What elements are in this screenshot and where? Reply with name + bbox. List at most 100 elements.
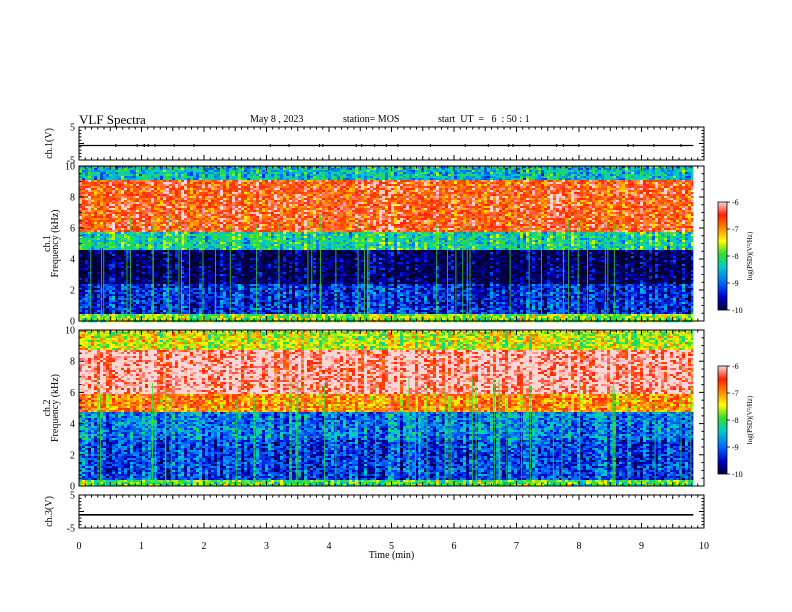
spectrogram-cell: [118, 292, 121, 294]
spectrogram-cell: [82, 286, 85, 288]
spectrogram-cell: [121, 302, 124, 304]
spectrogram-cell: [94, 226, 97, 228]
spectrogram-cell: [118, 296, 121, 298]
spectrogram-cell: [121, 226, 124, 228]
spectrogram-cell: [115, 264, 118, 266]
spectrogram-cell: [85, 220, 88, 222]
spectrogram-cell: [106, 232, 109, 234]
spectrogram-cell: [85, 212, 88, 214]
spectrogram-cell: [82, 316, 85, 318]
spectrogram-cell: [91, 244, 94, 246]
spectrogram-cell: [118, 214, 121, 216]
spectrogram-cell: [91, 186, 94, 188]
spectrogram-cell: [112, 290, 115, 292]
spectrogram-cell: [121, 224, 124, 226]
spectrogram-cell: [91, 266, 94, 268]
spectrogram-cell: [106, 250, 109, 252]
spectrogram-cell: [94, 312, 97, 314]
spectrogram-cell: [97, 216, 100, 218]
spectrogram-cell: [121, 298, 124, 300]
spectrogram-cell: [94, 200, 97, 202]
spectrogram-cell: [118, 276, 121, 278]
spectrogram-cell: [94, 238, 97, 240]
spectrogram-cell: [103, 176, 106, 178]
spectrogram-cell: [106, 282, 109, 284]
spectrogram-cell: [106, 254, 109, 256]
spectrogram-cell: [109, 192, 112, 194]
spectrogram-cell: [85, 280, 88, 282]
spectrogram-cell: [112, 274, 115, 276]
spectrogram-cell: [91, 248, 94, 250]
spectrogram-cell: [115, 284, 118, 286]
spectrogram-cell: [82, 202, 85, 204]
spectrogram-cell: [82, 220, 85, 222]
spectrogram-cell: [91, 170, 94, 172]
spectrogram-cell: [85, 230, 88, 232]
spectrogram-cell: [121, 230, 124, 232]
spectrogram-cell: [109, 302, 112, 304]
spectrogram-cell: [115, 204, 118, 206]
spectrogram-cell: [91, 262, 94, 264]
spectrogram-cell: [121, 246, 124, 248]
spectrogram-cell: [112, 292, 115, 294]
spectrogram-cell: [121, 210, 124, 212]
spectrogram-cell: [88, 188, 91, 190]
spectrogram-cell: [82, 206, 85, 208]
spectrogram-cell: [109, 262, 112, 264]
spectrogram-cell: [85, 178, 88, 180]
spectrogram-cell: [82, 262, 85, 264]
spectrogram-cell: [82, 252, 85, 254]
spectrogram-cell: [82, 188, 85, 190]
spectrogram-cell: [103, 174, 106, 176]
spectrogram-cell: [94, 254, 97, 256]
spectrogram-cell: [121, 242, 124, 244]
spectrogram-cell: [94, 184, 97, 186]
spectrogram-cell: [85, 308, 88, 310]
spectrogram-cell: [115, 242, 118, 244]
spectrogram-cell: [85, 232, 88, 234]
spectrogram-cell: [97, 284, 100, 286]
spectrogram-cell: [109, 250, 112, 252]
spectrogram-cell: [109, 288, 112, 290]
spectrogram-cell: [97, 274, 100, 276]
spectrogram-cell: [121, 276, 124, 278]
spectrogram-cell: [115, 292, 118, 294]
spectrogram-cell: [112, 250, 115, 252]
spectrogram-cell: [109, 208, 112, 210]
spectrogram-cell: [82, 250, 85, 252]
spectrogram-cell: [91, 312, 94, 314]
spectrogram-cell: [106, 202, 109, 204]
spectrogram-cell: [109, 290, 112, 292]
spectrogram-cell: [115, 250, 118, 252]
spectrogram-cell: [94, 288, 97, 290]
spectrogram-cell: [121, 190, 124, 192]
spectrogram-cell: [82, 278, 85, 280]
spectrogram-cell: [85, 222, 88, 224]
spectrogram-cell: [88, 218, 91, 220]
spectrogram-cell: [109, 202, 112, 204]
spectrogram-cell: [112, 256, 115, 258]
spectrogram-cell: [85, 310, 88, 312]
spectrogram-cell: [85, 298, 88, 300]
spectrogram-cell: [85, 204, 88, 206]
spectrogram-cell: [103, 188, 106, 190]
spectrogram-cell: [112, 248, 115, 250]
spectrogram-cell: [106, 260, 109, 262]
spectrogram-cell: [97, 238, 100, 240]
spectrogram-cell: [112, 218, 115, 220]
spectrogram-cell: [82, 254, 85, 256]
spectrogram-cell: [115, 262, 118, 264]
spectrogram-cell: [82, 170, 85, 172]
spectrogram-cell: [100, 206, 103, 208]
spectrogram-cell: [121, 280, 124, 282]
spectrogram-cell: [85, 192, 88, 194]
spectrogram-cell: [85, 216, 88, 218]
spectrogram-cell: [118, 316, 121, 318]
spectrogram-cell: [94, 224, 97, 226]
spectrogram-cell: [106, 230, 109, 232]
spectrogram-cell: [118, 230, 121, 232]
spectrogram-cell: [112, 170, 115, 172]
spectrogram-cell: [94, 252, 97, 254]
spectrogram-cell: [109, 280, 112, 282]
spectrogram-cell: [112, 258, 115, 260]
